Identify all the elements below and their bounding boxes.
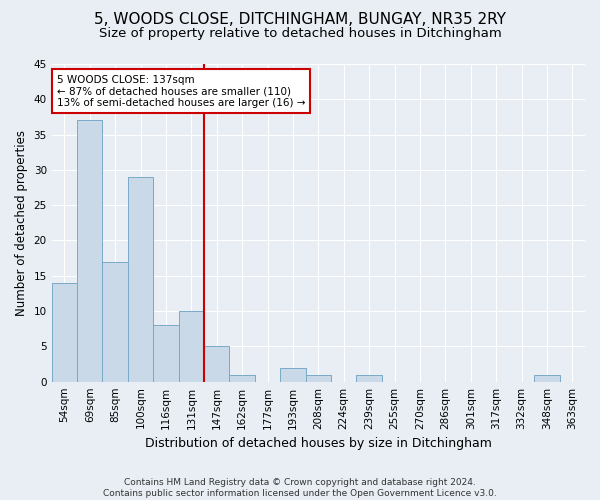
- Bar: [229, 374, 255, 382]
- Bar: [128, 177, 153, 382]
- Bar: [534, 374, 560, 382]
- Bar: [305, 374, 331, 382]
- Y-axis label: Number of detached properties: Number of detached properties: [15, 130, 28, 316]
- X-axis label: Distribution of detached houses by size in Ditchingham: Distribution of detached houses by size …: [145, 437, 492, 450]
- Bar: [153, 325, 179, 382]
- Bar: [103, 262, 128, 382]
- Bar: [52, 283, 77, 382]
- Text: 5 WOODS CLOSE: 137sqm
← 87% of detached houses are smaller (110)
13% of semi-det: 5 WOODS CLOSE: 137sqm ← 87% of detached …: [57, 74, 305, 108]
- Text: Size of property relative to detached houses in Ditchingham: Size of property relative to detached ho…: [98, 28, 502, 40]
- Bar: [204, 346, 229, 382]
- Bar: [77, 120, 103, 382]
- Text: 5, WOODS CLOSE, DITCHINGHAM, BUNGAY, NR35 2RY: 5, WOODS CLOSE, DITCHINGHAM, BUNGAY, NR3…: [94, 12, 506, 28]
- Bar: [280, 368, 305, 382]
- Text: Contains HM Land Registry data © Crown copyright and database right 2024.
Contai: Contains HM Land Registry data © Crown c…: [103, 478, 497, 498]
- Bar: [179, 311, 204, 382]
- Bar: [356, 374, 382, 382]
